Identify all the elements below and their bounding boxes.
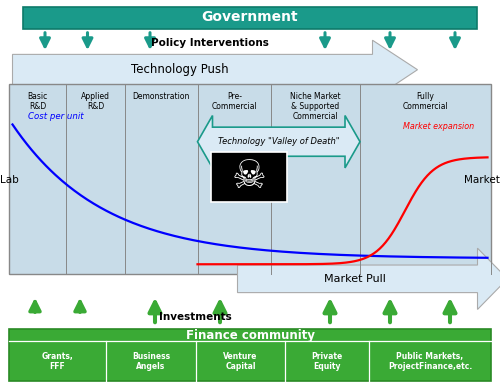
Text: Technology "Valley of Death": Technology "Valley of Death" xyxy=(218,137,340,146)
Text: Applied
R&D: Applied R&D xyxy=(81,92,110,111)
Text: Technology Push: Technology Push xyxy=(131,63,229,76)
Text: Policy Interventions: Policy Interventions xyxy=(151,38,269,48)
Text: Demonstration: Demonstration xyxy=(132,92,190,101)
FancyBboxPatch shape xyxy=(22,7,477,29)
Text: Finance community: Finance community xyxy=(186,329,314,342)
Text: Lab: Lab xyxy=(0,175,19,185)
Text: Public Markets,
ProjectFinance,etc.: Public Markets, ProjectFinance,etc. xyxy=(388,352,472,371)
Polygon shape xyxy=(12,40,417,100)
Text: Market: Market xyxy=(464,175,500,185)
Polygon shape xyxy=(238,248,500,309)
Text: Private
Equity: Private Equity xyxy=(312,352,342,371)
Text: Grants,
FFF: Grants, FFF xyxy=(42,352,74,371)
Text: Business
Angels: Business Angels xyxy=(132,352,170,371)
Text: Cost per unit: Cost per unit xyxy=(28,112,83,121)
FancyBboxPatch shape xyxy=(211,152,286,202)
Polygon shape xyxy=(198,116,360,168)
Text: Market expansion: Market expansion xyxy=(402,122,474,131)
Text: Basic
R&D: Basic R&D xyxy=(28,92,48,111)
Text: Niche Market
& Supported
Commercial: Niche Market & Supported Commercial xyxy=(290,92,341,121)
Text: Venture
Capital: Venture Capital xyxy=(224,352,258,371)
Text: Government: Government xyxy=(202,10,298,25)
FancyBboxPatch shape xyxy=(9,84,491,274)
FancyBboxPatch shape xyxy=(9,329,491,381)
Text: Fully
Commercial: Fully Commercial xyxy=(402,92,448,111)
Text: ☠: ☠ xyxy=(232,158,266,196)
Text: Pre-
Commercial: Pre- Commercial xyxy=(212,92,257,111)
Text: Market Pull: Market Pull xyxy=(324,274,386,284)
Text: Investments: Investments xyxy=(158,312,232,322)
